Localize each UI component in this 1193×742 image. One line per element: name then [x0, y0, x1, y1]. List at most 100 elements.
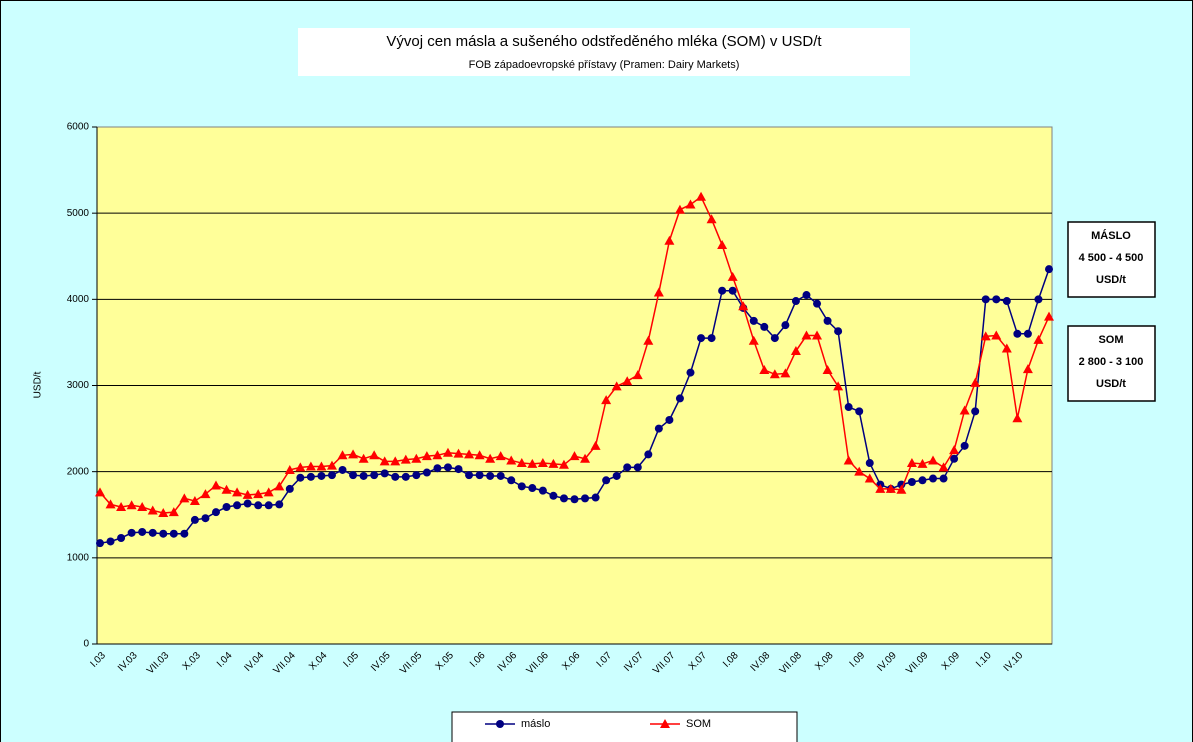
marker [158, 508, 169, 518]
marker [169, 529, 178, 538]
marker [864, 473, 875, 483]
marker [601, 395, 612, 405]
annotation-maslo: MÁSLO 4 500 - 4 500 USD/t [1067, 221, 1156, 298]
marker [317, 471, 326, 480]
marker [433, 464, 442, 473]
marker [980, 331, 991, 341]
marker [802, 291, 811, 300]
marker [971, 407, 980, 416]
marker [759, 364, 770, 374]
marker [222, 502, 231, 511]
marker [138, 527, 147, 536]
annotation-text: USD/t [1096, 378, 1126, 390]
annotation-box [1067, 325, 1156, 402]
marker [1012, 413, 1023, 423]
marker [875, 483, 886, 493]
marker [760, 322, 769, 331]
marker [727, 271, 738, 281]
marker [896, 484, 907, 494]
chart-subtitle: FOB západoevropské přístavy (Pramen: Dai… [469, 59, 740, 71]
title-box [298, 28, 910, 76]
marker [570, 495, 579, 504]
marker [400, 454, 411, 464]
marker [633, 463, 642, 472]
marker [369, 450, 380, 460]
marker [210, 480, 221, 490]
marker [854, 466, 865, 476]
marker [538, 486, 547, 495]
marker [906, 458, 917, 468]
marker [96, 539, 104, 548]
marker [316, 461, 327, 471]
marker [558, 459, 569, 469]
marker [370, 471, 379, 480]
legend-label: máslo [521, 718, 550, 730]
marker [580, 453, 591, 463]
marker [855, 407, 864, 416]
marker [813, 299, 822, 308]
marker [147, 505, 158, 515]
y-tick-label: 5000 [67, 208, 90, 219]
marker [232, 487, 243, 497]
marker [928, 455, 939, 465]
marker [305, 461, 316, 471]
marker [264, 501, 273, 510]
marker [327, 471, 336, 480]
annotation-text: SOM [1098, 334, 1123, 346]
marker [537, 458, 548, 468]
annotation-text: 2 800 - 3 100 [1079, 356, 1144, 368]
marker [822, 364, 833, 374]
marker [675, 394, 684, 403]
marker [632, 370, 643, 380]
marker [770, 334, 779, 343]
y-tick-label: 3000 [67, 380, 90, 391]
marker [781, 321, 790, 330]
marker [358, 453, 369, 463]
marker [929, 474, 938, 483]
marker [844, 403, 853, 412]
marker [548, 458, 559, 468]
marker [411, 453, 422, 463]
marker [939, 474, 948, 483]
marker [728, 286, 737, 295]
marker [285, 484, 294, 493]
marker [496, 720, 504, 728]
marker [348, 449, 359, 459]
marker [148, 528, 157, 537]
marker [612, 471, 621, 480]
marker [833, 381, 844, 391]
marker [254, 501, 263, 510]
marker [1034, 295, 1043, 304]
marker [528, 484, 537, 493]
y-tick-label: 0 [83, 639, 89, 650]
marker [769, 369, 780, 379]
marker [454, 465, 463, 474]
marker [907, 478, 916, 487]
marker [380, 469, 389, 478]
marker [665, 415, 674, 424]
series [95, 191, 1054, 518]
marker [485, 453, 496, 463]
annotation-text: 4 500 - 4 500 [1079, 252, 1144, 264]
y-tick-label: 6000 [67, 122, 90, 133]
marker [116, 501, 127, 511]
marker [644, 450, 653, 459]
marker [559, 494, 568, 503]
marker [221, 484, 232, 494]
marker [843, 455, 854, 465]
marker [1033, 334, 1044, 344]
marker [486, 471, 495, 480]
marker [674, 204, 685, 214]
marker [263, 487, 274, 497]
marker [527, 458, 538, 468]
marker [495, 451, 506, 461]
marker [748, 335, 759, 345]
marker [1001, 343, 1012, 353]
marker [865, 459, 874, 468]
marker [991, 330, 1002, 340]
legend [451, 711, 798, 742]
marker [517, 482, 526, 491]
marker [464, 449, 475, 459]
annotation-text: USD/t [1096, 274, 1126, 286]
